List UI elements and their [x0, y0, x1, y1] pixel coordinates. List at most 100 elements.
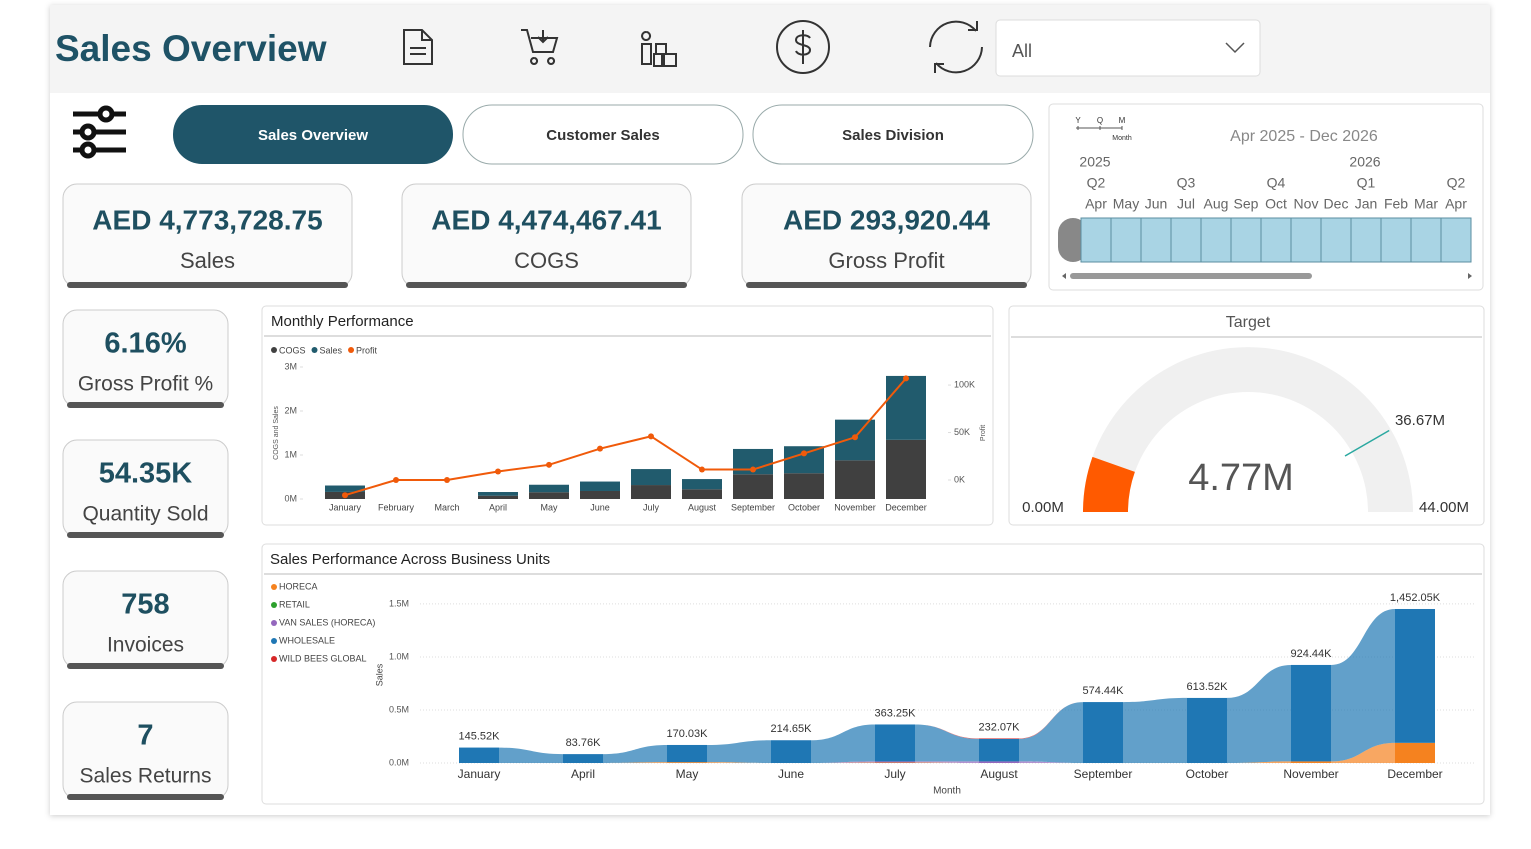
kpi-card-underline	[746, 282, 1027, 288]
bar	[979, 761, 1019, 763]
data-label: 214.65K	[771, 723, 813, 735]
ribbon	[915, 761, 979, 763]
timeline-cell	[1230, 217, 1262, 263]
x-tick-label: February	[378, 502, 415, 512]
people-icon[interactable]	[641, 31, 677, 67]
x-tick-label: May	[676, 767, 699, 781]
timeline-scrollbar	[1070, 273, 1312, 279]
ribbon	[1331, 608, 1395, 762]
ribbon	[915, 724, 979, 762]
timeline-year: 2026	[1349, 154, 1380, 170]
legend-marker	[271, 584, 277, 590]
bar	[979, 738, 1019, 762]
nav-label: Sales Overview	[258, 127, 368, 144]
timeline-month: Feb	[1384, 196, 1408, 212]
legend-marker	[271, 347, 277, 353]
line-point	[597, 445, 603, 452]
line-point	[750, 466, 756, 473]
legend-label: Profit	[356, 345, 378, 355]
timeline-month: Aug	[1204, 196, 1229, 212]
y-tick-label: 1.0M	[389, 651, 409, 661]
kpi-value: AED 4,474,467.41	[431, 204, 661, 235]
bar	[529, 492, 569, 499]
x-tick-label: October	[788, 502, 820, 512]
gauge-max-label: 44.00M	[1419, 499, 1469, 516]
bar	[771, 740, 811, 763]
legend-label: HORECA	[279, 581, 318, 591]
bar	[478, 492, 518, 496]
granularity-label: Month	[1112, 135, 1132, 142]
cart-icon[interactable]	[521, 29, 559, 65]
y2-tick-label: 50K	[954, 427, 970, 437]
nav-label: Sales Division	[842, 127, 944, 144]
legend-label: RETAIL	[279, 599, 310, 609]
data-label: 1,452.05K	[1390, 592, 1441, 604]
x-tick-label: November	[834, 502, 876, 512]
dollar-icon[interactable]	[776, 20, 830, 74]
nav-button[interactable]	[752, 104, 1034, 165]
timeline-month: Jul	[1177, 196, 1195, 212]
y-tick-label: 2M	[284, 405, 297, 415]
nav-button[interactable]	[173, 105, 453, 164]
legend-label: VAN SALES (HORECA)	[279, 617, 375, 627]
bar	[563, 754, 603, 763]
line-point	[648, 433, 654, 440]
filter-icon[interactable]	[73, 105, 126, 159]
bar	[784, 446, 824, 474]
bar	[459, 747, 499, 763]
line-point	[546, 461, 552, 468]
report-icon[interactable]	[403, 29, 433, 65]
bar	[875, 762, 915, 763]
timeline-month: Oct	[1265, 196, 1287, 212]
legend-label: WILD BEES GLOBAL	[279, 653, 367, 663]
x-axis-title: Month	[933, 786, 961, 797]
x-tick-label: April	[489, 502, 507, 512]
bar	[580, 490, 620, 499]
legend-marker	[311, 347, 318, 353]
timeline-quarter: Q2	[1447, 175, 1466, 191]
data-label: 924.44K	[1291, 648, 1333, 660]
bar	[667, 762, 707, 763]
y2-tick-label: 100K	[954, 379, 975, 389]
nav-button[interactable]	[462, 104, 744, 165]
ribbon	[1019, 761, 1083, 763]
bar	[1187, 697, 1227, 763]
bar	[478, 495, 518, 499]
bar	[784, 473, 824, 499]
panel	[261, 305, 994, 526]
timeline-month: Sep	[1234, 196, 1259, 212]
filter-dropdown[interactable]	[995, 19, 1261, 77]
kpi-label: Gross Profit	[828, 248, 944, 273]
kpi-label: COGS	[514, 248, 579, 273]
dollar-sign	[794, 30, 812, 64]
x-tick-label: November	[1283, 767, 1338, 781]
refresh-icon[interactable]	[929, 20, 983, 74]
legend-marker	[271, 620, 277, 626]
icons	[403, 20, 983, 74]
bar	[682, 479, 722, 490]
x-tick-label: January	[458, 767, 501, 781]
line	[344, 377, 907, 497]
kpi-label: Sales Returns	[80, 765, 212, 788]
filter-value: All	[1012, 41, 1032, 61]
bar	[631, 469, 671, 486]
ribbon	[1227, 664, 1291, 763]
timeline-month: Apr	[1085, 196, 1107, 212]
line-point	[444, 477, 450, 484]
timeline-month: Jun	[1145, 196, 1168, 212]
timeline-quarter: Q3	[1177, 175, 1196, 191]
line-point	[393, 477, 399, 484]
kpi-card-underline	[67, 794, 224, 800]
timeline-quarter: Q1	[1357, 175, 1376, 191]
bar	[1395, 742, 1435, 763]
kpi-label: Quantity Sold	[82, 503, 208, 526]
ribbon	[811, 724, 875, 763]
bar	[1291, 664, 1331, 762]
chart-title: Sales Performance Across Business Units	[270, 551, 550, 568]
ribbon	[1019, 702, 1083, 763]
legend-label: WHOLESALE	[279, 635, 335, 645]
ribbon	[1331, 742, 1395, 763]
timeline-quarter: Q4	[1267, 175, 1286, 191]
y-tick-label: 0M	[284, 493, 297, 503]
timeline-cell	[1140, 217, 1172, 263]
